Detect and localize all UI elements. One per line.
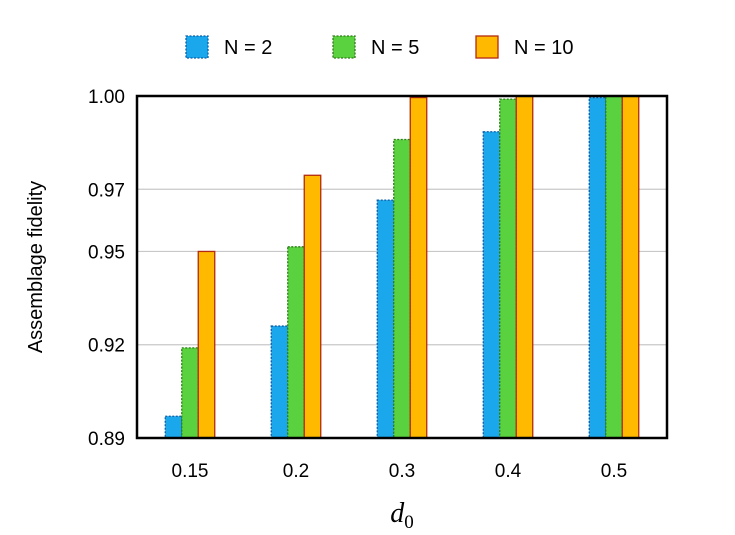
bar bbox=[197, 250, 216, 439]
x-axis-title-main: d bbox=[390, 498, 405, 529]
legend-label: N = 5 bbox=[371, 37, 419, 59]
plot-frame bbox=[135, 94, 669, 440]
bar bbox=[499, 98, 517, 439]
legend-swatch bbox=[475, 35, 499, 59]
legend: N = 2 N = 5 N = 10 bbox=[185, 35, 573, 59]
x-axis-title: d0 bbox=[390, 498, 414, 533]
legend-swatch bbox=[185, 35, 209, 59]
bar bbox=[181, 347, 199, 439]
y-tick-label: 0.97 bbox=[88, 180, 125, 201]
y-tick-label: 0.92 bbox=[88, 336, 125, 357]
legend-label: N = 10 bbox=[514, 37, 573, 59]
bar bbox=[482, 131, 501, 439]
bar bbox=[409, 96, 428, 439]
y-tick-label: 1.00 bbox=[88, 87, 125, 108]
legend-label: N = 2 bbox=[224, 37, 272, 59]
x-tick-label: 0.3 bbox=[389, 461, 415, 482]
legend-swatch bbox=[332, 35, 356, 59]
bar bbox=[270, 325, 289, 439]
bar bbox=[287, 246, 305, 439]
bar bbox=[515, 95, 534, 439]
bar bbox=[164, 415, 183, 439]
bar bbox=[588, 96, 607, 439]
y-tick-labels: 0.89 0.92 0.95 0.97 1.00 bbox=[88, 87, 125, 450]
y-axis-title: Assemblage fidelity bbox=[25, 181, 47, 353]
bars bbox=[164, 95, 640, 439]
bar bbox=[605, 95, 623, 439]
x-tick-label: 0.2 bbox=[283, 461, 309, 482]
x-tick-labels: 0.15 0.2 0.3 0.4 0.5 bbox=[172, 461, 628, 482]
x-tick-label: 0.15 bbox=[172, 461, 209, 482]
x-tick-label: 0.5 bbox=[601, 461, 627, 482]
y-tick-label: 0.89 bbox=[88, 429, 125, 450]
bar bbox=[393, 138, 411, 439]
bar bbox=[376, 199, 395, 439]
x-tick-label: 0.4 bbox=[495, 461, 522, 482]
bar bbox=[621, 95, 640, 439]
x-axis-title-subscript: 0 bbox=[404, 512, 414, 533]
bar bbox=[303, 174, 322, 439]
y-tick-label: 0.95 bbox=[88, 242, 125, 263]
